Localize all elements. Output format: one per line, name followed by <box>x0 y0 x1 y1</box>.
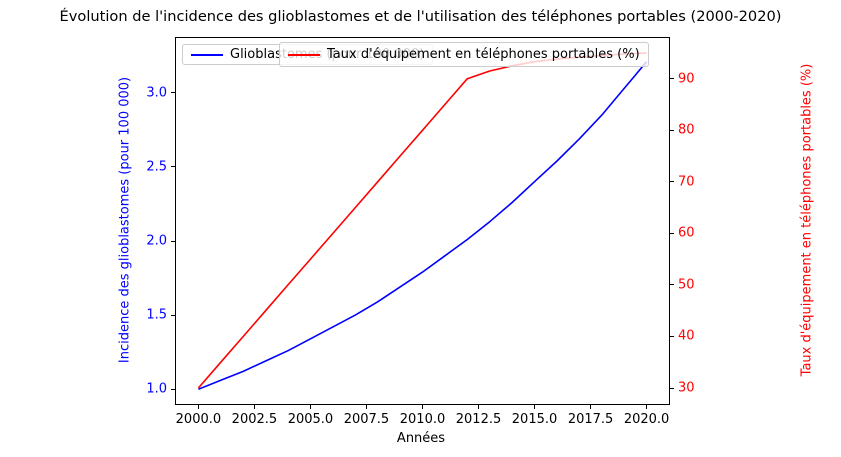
x-tick-label: 2017.5 <box>567 412 614 427</box>
x-tick-label: 2012.5 <box>455 412 502 427</box>
x-tick-mark <box>365 405 367 409</box>
left-tick-label: 1.5 <box>146 307 167 323</box>
left-tick-label: 3.0 <box>146 85 167 101</box>
series-line-1 <box>197 52 647 389</box>
x-tick-label: 2002.5 <box>231 412 278 427</box>
x-tick-mark <box>422 405 423 409</box>
legend-line-sample-blue-icon <box>191 53 223 56</box>
right-tick-label: 80 <box>678 122 695 138</box>
left-tick-label: 2.5 <box>146 159 167 175</box>
right-tick-mark <box>670 335 674 337</box>
x-tick-label: 2000.0 <box>175 412 222 427</box>
left-tick-mark <box>171 92 175 94</box>
right-tick-mark <box>670 129 674 131</box>
x-tick-label: 2015.0 <box>511 412 558 427</box>
chart-title: Évolution de l'incidence des glioblastom… <box>59 8 782 25</box>
x-tick-label: 2005.0 <box>287 412 334 427</box>
right-tick-label: 50 <box>678 277 695 293</box>
x-tick-mark <box>197 405 199 409</box>
left-tick-label: 1.0 <box>146 381 167 397</box>
left-tick-label: 2.0 <box>146 233 167 249</box>
left-tick-mark <box>171 166 175 168</box>
series-line-0 <box>198 61 648 390</box>
x-tick-mark <box>253 405 255 409</box>
y-axis-label-left: Incidence des glioblastomes (pour 100 00… <box>117 76 133 364</box>
legend-telephones-label: Taux d'équipement en téléphones portable… <box>327 47 640 62</box>
right-tick-label: 40 <box>678 328 695 344</box>
left-tick-mark <box>171 388 175 390</box>
right-tick-mark <box>670 232 674 234</box>
right-tick-mark <box>670 78 674 80</box>
x-tick-mark <box>590 405 592 409</box>
right-tick-label: 60 <box>678 225 695 241</box>
legend-line-sample-red-icon <box>288 53 320 56</box>
x-tick-mark <box>309 405 311 409</box>
legend-telephones: Taux d'équipement en téléphones portable… <box>279 42 649 67</box>
right-tick-mark <box>670 387 674 389</box>
x-tick-label: 2010.0 <box>399 412 446 427</box>
y-axis-label-right: Taux d'équipement en téléphones portable… <box>799 63 815 377</box>
right-tick-label: 70 <box>678 174 695 190</box>
plot-area: 2000.0 2002.5 2005.0 2007.5 2010.0 2012.5 2015… <box>146 37 695 427</box>
right-tick-mark <box>670 284 674 286</box>
left-tick-mark <box>171 240 175 242</box>
right-tick-mark <box>670 181 674 183</box>
left-tick-mark <box>171 314 175 316</box>
x-tick-mark <box>478 405 480 409</box>
chart-svg <box>197 52 648 390</box>
right-tick-label: 90 <box>678 71 695 87</box>
x-tick-label: 2007.5 <box>343 412 390 427</box>
x-tick-label: 2020.0 <box>623 412 670 427</box>
x-axis-label: Années <box>396 431 446 446</box>
x-tick-mark <box>534 405 536 409</box>
right-tick-label: 30 <box>678 380 695 396</box>
x-tick-mark <box>646 405 648 409</box>
